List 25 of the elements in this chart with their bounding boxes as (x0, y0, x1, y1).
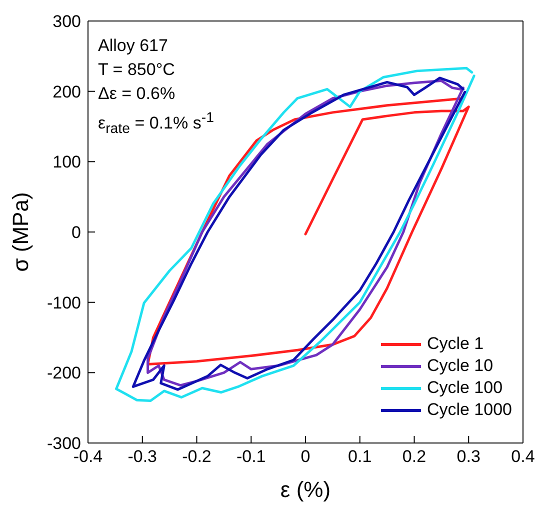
x-tick-label: 0.2 (402, 447, 426, 466)
y-tick-label: 200 (52, 82, 81, 102)
x-axis-title: ε (%) (280, 477, 331, 502)
x-tick-label: 0 (300, 447, 310, 466)
y-tick-label: -300 (46, 434, 81, 454)
annotation: Δε = 0.6% (98, 83, 176, 105)
y-tick-label: -100 (46, 293, 81, 312)
y-tick-label: 300 (52, 12, 81, 32)
x-tick-label: 0.4 (511, 447, 535, 466)
y-tick-label: -200 (46, 364, 81, 383)
legend-label: Cycle 1000 (426, 399, 512, 421)
y-tick-label: 0 (72, 223, 81, 242)
y-tick-label: 100 (52, 152, 81, 172)
x-tick-label: -0.1 (236, 447, 266, 466)
annotation: T = 850°C (98, 59, 176, 81)
x-tick-label: -0.3 (128, 447, 158, 466)
legend-label: Cycle 1 (426, 333, 484, 355)
y-axis-title: σ (MPa) (8, 192, 33, 272)
legend-label: Cycle 100 (426, 377, 503, 399)
x-tick-label: -0.2 (182, 447, 212, 466)
annotation: ε$_{rate}$ = 0.1% s$^{-1}$ (98, 109, 214, 140)
annotation: Alloy 617 (98, 35, 169, 57)
x-tick-label: 0.3 (456, 447, 480, 466)
x-tick-label: 0.1 (348, 447, 372, 466)
legend-label: Cycle 10 (426, 355, 494, 377)
